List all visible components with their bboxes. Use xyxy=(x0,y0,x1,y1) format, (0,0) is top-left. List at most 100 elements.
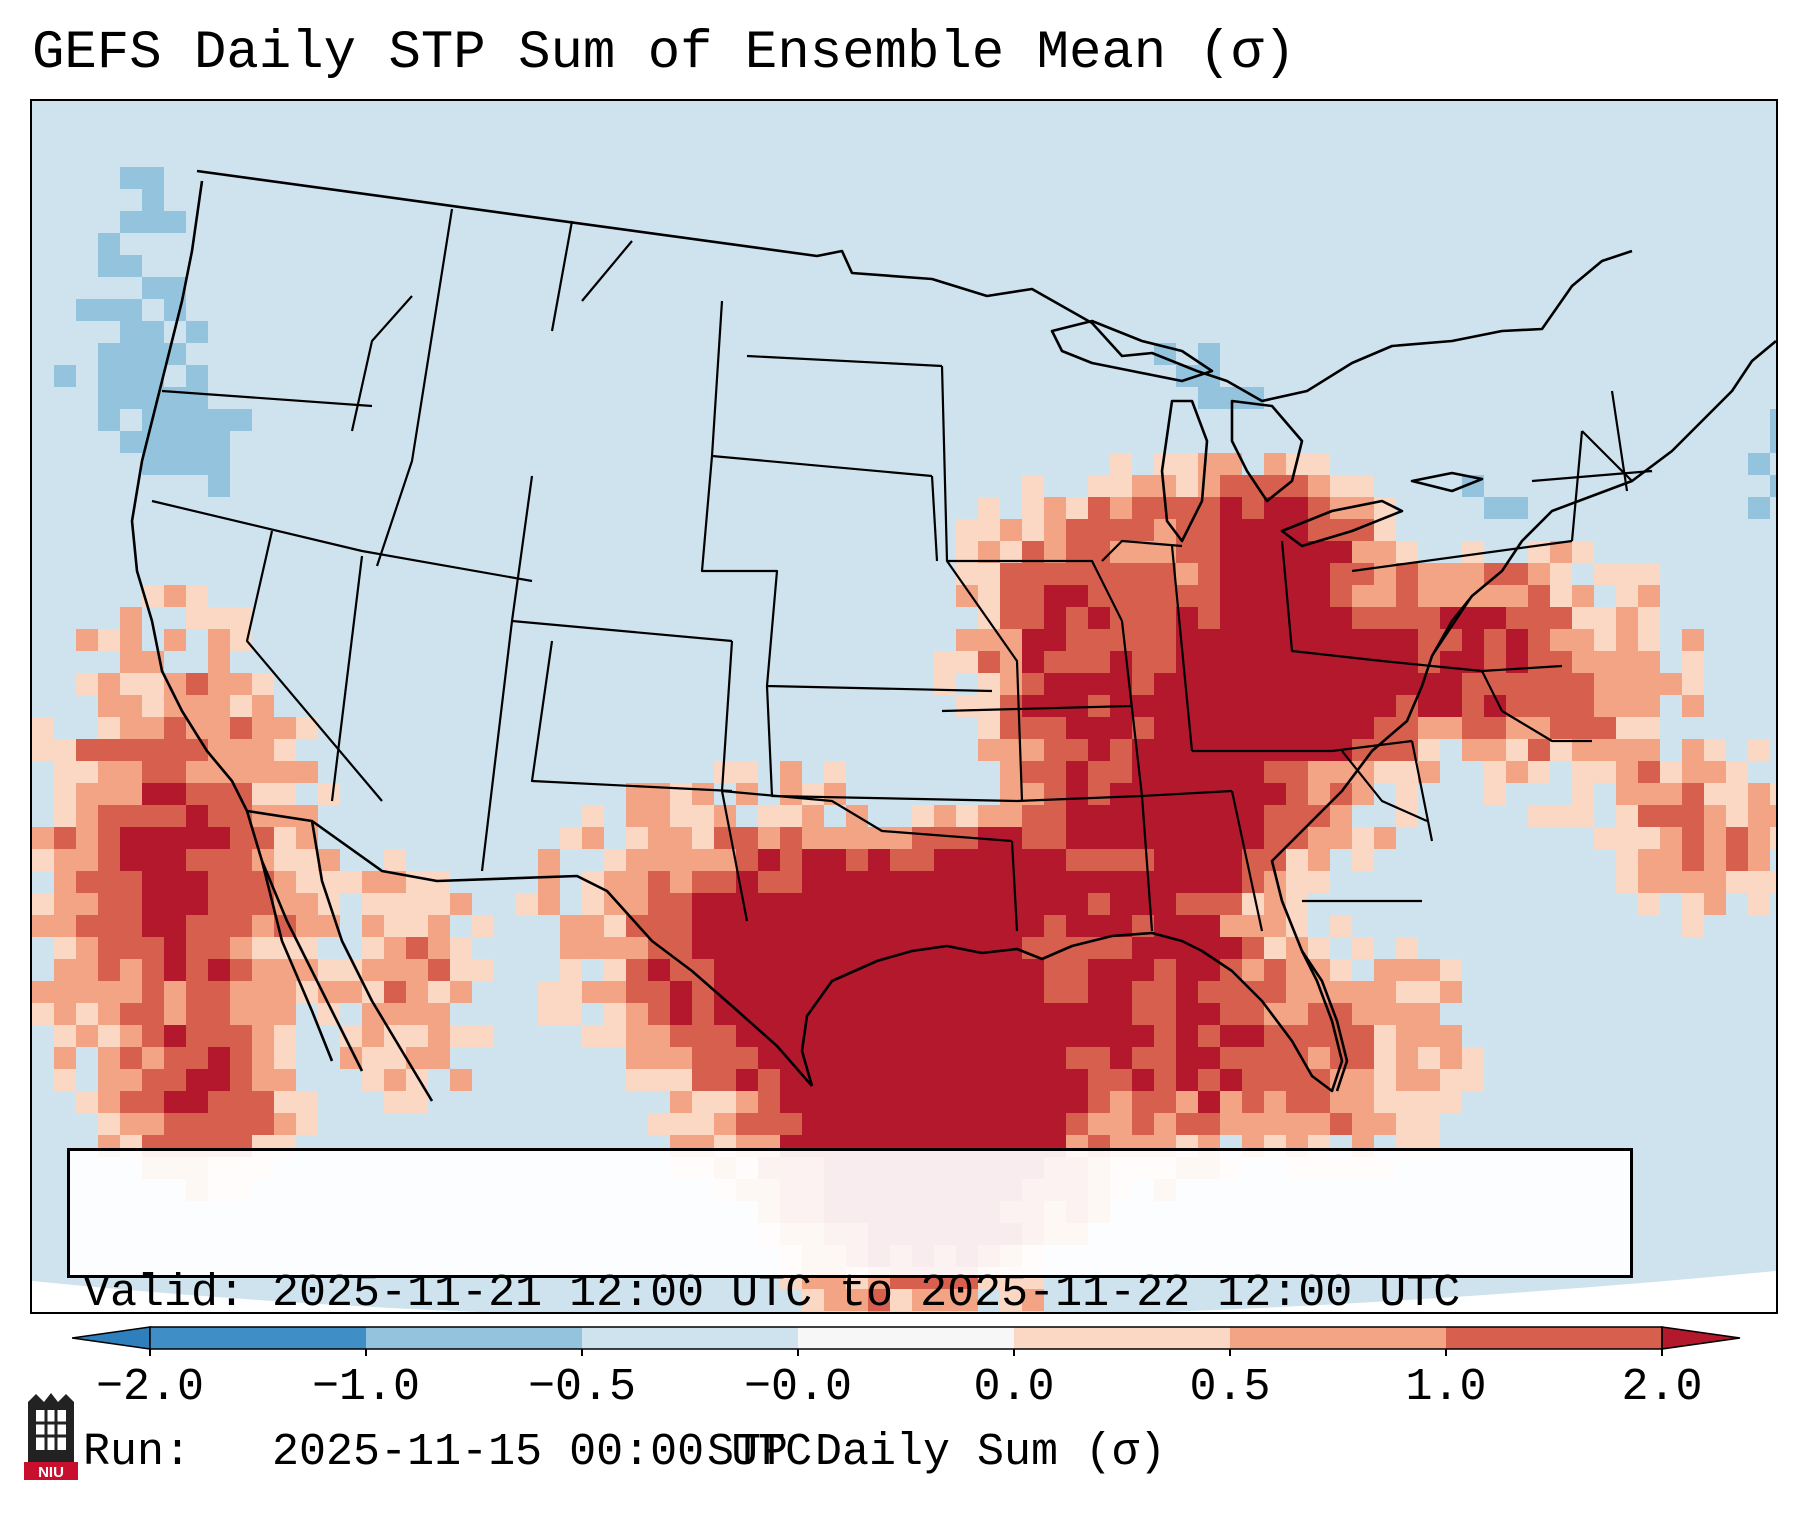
stp-cell xyxy=(626,827,648,849)
stp-cell xyxy=(1154,673,1176,695)
stp-cell xyxy=(1418,1113,1440,1135)
stp-cell xyxy=(1682,739,1704,761)
stp-cell xyxy=(1176,981,1198,1003)
stp-cell xyxy=(120,871,142,893)
stp-cell xyxy=(1044,805,1066,827)
stp-cell xyxy=(208,695,230,717)
stp-cell xyxy=(274,959,296,981)
stp-cell xyxy=(780,1091,802,1113)
stp-cell xyxy=(1264,1003,1286,1025)
stp-cell xyxy=(780,1113,802,1135)
stp-cell xyxy=(1396,717,1418,739)
stp-cell xyxy=(824,849,846,871)
stp-cell xyxy=(780,805,802,827)
stp-cell xyxy=(890,1289,912,1311)
stp-cell xyxy=(1022,475,1044,497)
stp-cell xyxy=(340,1025,362,1047)
stp-cell xyxy=(1176,871,1198,893)
run-label: Run: xyxy=(83,1427,192,1478)
stp-cell xyxy=(98,1069,120,1091)
stp-cell xyxy=(230,1047,252,1069)
stp-cell xyxy=(538,871,560,893)
stp-cell xyxy=(1484,739,1506,761)
stp-cell xyxy=(384,937,406,959)
stp-cell xyxy=(1154,1047,1176,1069)
stp-cell xyxy=(296,893,318,915)
stp-cell xyxy=(230,871,252,893)
stp-cell xyxy=(1220,1047,1242,1069)
stp-cell xyxy=(978,717,1000,739)
stp-cell xyxy=(538,981,560,1003)
stp-cell xyxy=(1198,1003,1220,1025)
stp-cell xyxy=(1176,959,1198,981)
stp-cell xyxy=(1594,739,1616,761)
stp-cell xyxy=(560,937,582,959)
stp-cell xyxy=(1352,1113,1374,1135)
stp-cell xyxy=(120,695,142,717)
stp-cell xyxy=(956,563,978,585)
stp-cell xyxy=(1308,1113,1330,1135)
stp-cell xyxy=(1704,893,1726,915)
stp-cell xyxy=(1066,1047,1088,1069)
stp-cell xyxy=(1022,695,1044,717)
stp-cell xyxy=(1110,541,1132,563)
stp-cell xyxy=(692,1047,714,1069)
stp-cell xyxy=(472,915,494,937)
stp-cell xyxy=(142,871,164,893)
stp-cell xyxy=(1308,1091,1330,1113)
stp-cell xyxy=(758,981,780,1003)
stp-cell xyxy=(186,827,208,849)
stp-cell xyxy=(1418,761,1440,783)
stp-cell xyxy=(1022,519,1044,541)
stp-cell xyxy=(1198,915,1220,937)
stp-cell xyxy=(714,805,736,827)
stp-cell xyxy=(1110,585,1132,607)
stp-cell xyxy=(1132,783,1154,805)
stp-cell xyxy=(868,1311,890,1312)
stp-cell xyxy=(318,1003,340,1025)
stp-cell xyxy=(1242,519,1264,541)
stp-cell xyxy=(670,1047,692,1069)
stp-cell xyxy=(890,959,912,981)
stp-cell xyxy=(274,849,296,871)
stp-cell xyxy=(1242,541,1264,563)
stp-cell xyxy=(824,871,846,893)
stp-cell xyxy=(1066,1025,1088,1047)
stp-cell xyxy=(1374,519,1396,541)
stp-cell xyxy=(868,915,890,937)
stp-cell xyxy=(1528,805,1550,827)
stp-cell xyxy=(1264,827,1286,849)
stp-cell xyxy=(604,915,626,937)
stp-cell xyxy=(186,893,208,915)
stp-cell xyxy=(296,871,318,893)
stp-cell xyxy=(1330,563,1352,585)
stp-cell xyxy=(890,915,912,937)
stp-cell xyxy=(1682,893,1704,915)
stp-cell xyxy=(428,1025,450,1047)
stp-cell xyxy=(1022,1047,1044,1069)
stp-cell xyxy=(98,1113,120,1135)
stp-cell xyxy=(824,783,846,805)
stp-cell xyxy=(1352,827,1374,849)
stp-cell xyxy=(1528,695,1550,717)
stp-cell xyxy=(186,1003,208,1025)
stp-cell xyxy=(802,893,824,915)
stp-cell xyxy=(560,959,582,981)
colorbar-tick-label: −0.5 xyxy=(527,1362,637,1413)
stp-cell xyxy=(1154,893,1176,915)
stp-cell xyxy=(1176,1003,1198,1025)
stp-cell xyxy=(186,981,208,1003)
stp-cell xyxy=(252,805,274,827)
stp-cell xyxy=(1220,981,1242,1003)
stp-cell xyxy=(164,827,186,849)
stp-cell xyxy=(186,717,208,739)
stp-cell xyxy=(1044,1113,1066,1135)
stp-cell xyxy=(978,519,1000,541)
stp-cell xyxy=(868,893,890,915)
stp-cell xyxy=(758,1047,780,1069)
logo-text: NIU xyxy=(38,1464,64,1481)
stp-cell xyxy=(1638,629,1660,651)
stp-cell xyxy=(76,915,98,937)
stp-cell xyxy=(648,1069,670,1091)
stp-cell xyxy=(1616,585,1638,607)
